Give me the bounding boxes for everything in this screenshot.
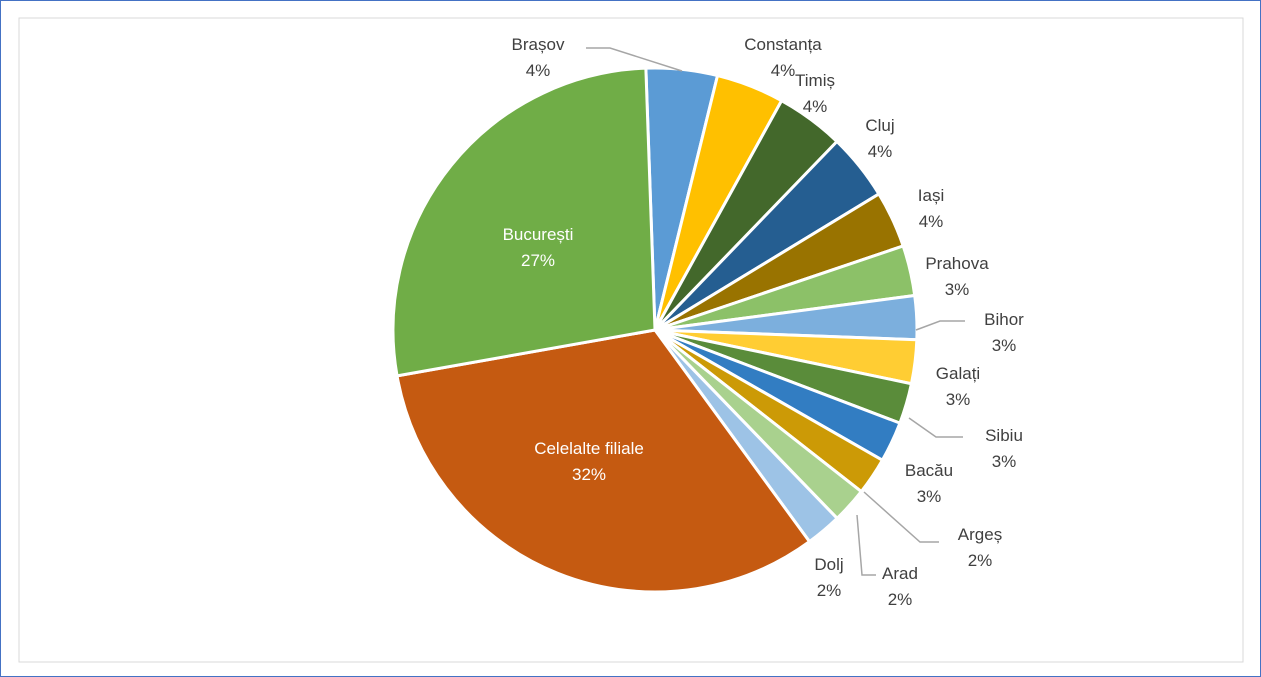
- percentage-value: 2%: [888, 590, 913, 609]
- category-name: Bihor: [984, 310, 1024, 329]
- category-name: Constanța: [744, 35, 822, 54]
- data-label-arad: Arad 2%: [882, 564, 918, 609]
- data-label-sibiu: Sibiu 3%: [985, 426, 1023, 471]
- leader-line-sibiu: [908, 417, 963, 438]
- leader-line-brașov: [586, 47, 683, 72]
- category-name: Dolj: [814, 555, 843, 574]
- category-name: Sibiu: [985, 426, 1023, 445]
- data-labels: Brașov 4%Constanța 4%Timiș 4%Cluj 4%Iași 4%Pr…: [503, 35, 1025, 609]
- data-label-bucurești: București 27%: [503, 225, 574, 270]
- category-name: Prahova: [925, 254, 989, 273]
- data-label-timiș: Timiș 4%: [795, 71, 835, 116]
- category-name: Iași: [918, 186, 944, 205]
- data-label-prahova: Prahova 3%: [925, 254, 989, 299]
- percentage-value: 2%: [817, 581, 842, 600]
- data-label-galați: Galați 3%: [936, 364, 980, 409]
- category-name: Cluj: [865, 116, 894, 135]
- data-label-dolj: Dolj 2%: [814, 555, 843, 600]
- data-label-brașov: Brașov 4%: [512, 35, 565, 80]
- percentage-value: 27%: [521, 251, 555, 270]
- category-name: Timiș: [795, 71, 835, 90]
- chart-area-border: [18, 17, 1244, 663]
- data-label-argeș: Argeș 2%: [958, 525, 1002, 570]
- category-name: Celelalte filiale: [534, 439, 644, 458]
- data-label-bihor: Bihor 3%: [984, 310, 1024, 355]
- percentage-value: 4%: [771, 61, 796, 80]
- pie-slice-celelalte-filiale: [395, 328, 812, 594]
- percentage-value: 3%: [992, 336, 1017, 355]
- leader-line-argeș: [863, 491, 939, 543]
- leader-line-arad: [856, 514, 876, 576]
- category-name: București: [503, 225, 574, 244]
- pie-slices: [391, 66, 919, 594]
- leader-line-bihor: [915, 320, 965, 331]
- percentage-value: 3%: [945, 280, 970, 299]
- percentage-value: 3%: [917, 487, 942, 506]
- category-name: Brașov: [512, 35, 565, 54]
- data-label-constanța: Constanța 4%: [744, 35, 822, 80]
- category-name: Argeș: [958, 525, 1002, 544]
- data-label-bacău: Bacău 3%: [905, 461, 953, 506]
- percentage-value: 3%: [946, 390, 971, 409]
- data-label-cluj: Cluj 4%: [865, 116, 894, 161]
- percentage-value: 4%: [526, 61, 551, 80]
- data-label-iași: Iași 4%: [918, 186, 944, 231]
- category-name: Arad: [882, 564, 918, 583]
- percentage-value: 4%: [803, 97, 828, 116]
- percentage-value: 32%: [572, 465, 606, 484]
- percentage-value: 4%: [919, 212, 944, 231]
- leader-lines: [586, 47, 965, 576]
- category-name: Galați: [936, 364, 980, 383]
- percentage-value: 2%: [968, 551, 993, 570]
- percentage-value: 4%: [868, 142, 893, 161]
- pie-slice-bucurești: [391, 66, 657, 378]
- data-label-celelalte-filiale: Celelalte filiale 32%: [534, 439, 644, 484]
- category-name: Bacău: [905, 461, 953, 480]
- percentage-value: 3%: [992, 452, 1017, 471]
